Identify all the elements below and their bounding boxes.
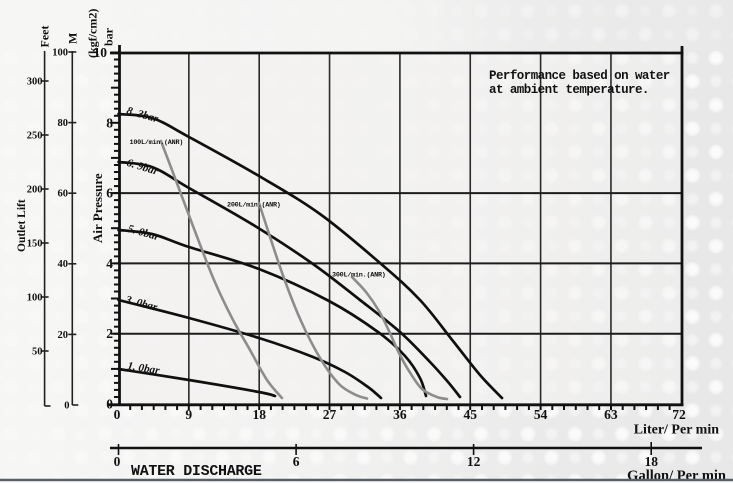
svg-text:bar: bar <box>102 27 116 46</box>
svg-text:150: 150 <box>27 239 43 250</box>
svg-text:Liter/ Per min: Liter/ Per min <box>634 423 719 438</box>
svg-text:Air Pressure: Air Pressure <box>90 173 105 243</box>
svg-text:10: 10 <box>94 45 108 60</box>
svg-text:4: 4 <box>106 256 113 271</box>
svg-text:100: 100 <box>52 48 68 59</box>
svg-text:36: 36 <box>393 407 407 422</box>
svg-text:(kgf/cm2): (kgf/cm2) <box>86 9 100 58</box>
svg-text:M: M <box>66 33 80 44</box>
svg-text:WATER DISCHARGE: WATER DISCHARGE <box>131 463 262 480</box>
svg-text:Performance based on water: Performance based on water <box>489 69 670 83</box>
svg-text:Feet: Feet <box>38 26 52 48</box>
svg-text:9: 9 <box>185 407 192 422</box>
svg-text:at ambient temperature.: at ambient temperature. <box>489 83 649 97</box>
svg-text:250: 250 <box>27 131 43 142</box>
svg-text:0: 0 <box>114 407 121 422</box>
svg-text:72: 72 <box>672 407 686 422</box>
svg-text:54: 54 <box>534 407 548 422</box>
svg-text:27: 27 <box>323 407 337 422</box>
svg-text:18: 18 <box>252 407 266 422</box>
svg-text:0: 0 <box>106 397 113 412</box>
svg-text:2: 2 <box>106 326 113 341</box>
svg-text:50: 50 <box>32 347 43 358</box>
svg-text:18: 18 <box>644 454 658 469</box>
svg-text:100: 100 <box>27 293 43 304</box>
svg-text:Outlet Lift: Outlet Lift <box>16 199 28 252</box>
svg-text:60: 60 <box>58 189 69 200</box>
svg-text:300L/min.(ANR): 300L/min.(ANR) <box>332 272 386 280</box>
svg-text:0: 0 <box>64 401 69 412</box>
svg-text:200: 200 <box>27 185 43 196</box>
svg-text:80: 80 <box>58 118 69 129</box>
svg-text:12: 12 <box>467 454 481 469</box>
svg-text:45: 45 <box>463 407 477 422</box>
svg-text:300: 300 <box>27 77 43 88</box>
svg-text:200L/min.(ANR): 200L/min.(ANR) <box>227 202 281 210</box>
svg-text:6: 6 <box>293 454 300 469</box>
svg-text:1. 0bar: 1. 0bar <box>127 360 161 377</box>
svg-text:0: 0 <box>114 454 121 469</box>
svg-text:40: 40 <box>58 259 69 270</box>
svg-text:6: 6 <box>106 186 113 201</box>
svg-text:20: 20 <box>58 330 69 341</box>
svg-text:100L/min.(ANR): 100L/min.(ANR) <box>130 139 184 147</box>
svg-text:63: 63 <box>604 407 618 422</box>
svg-text:8: 8 <box>106 115 113 130</box>
